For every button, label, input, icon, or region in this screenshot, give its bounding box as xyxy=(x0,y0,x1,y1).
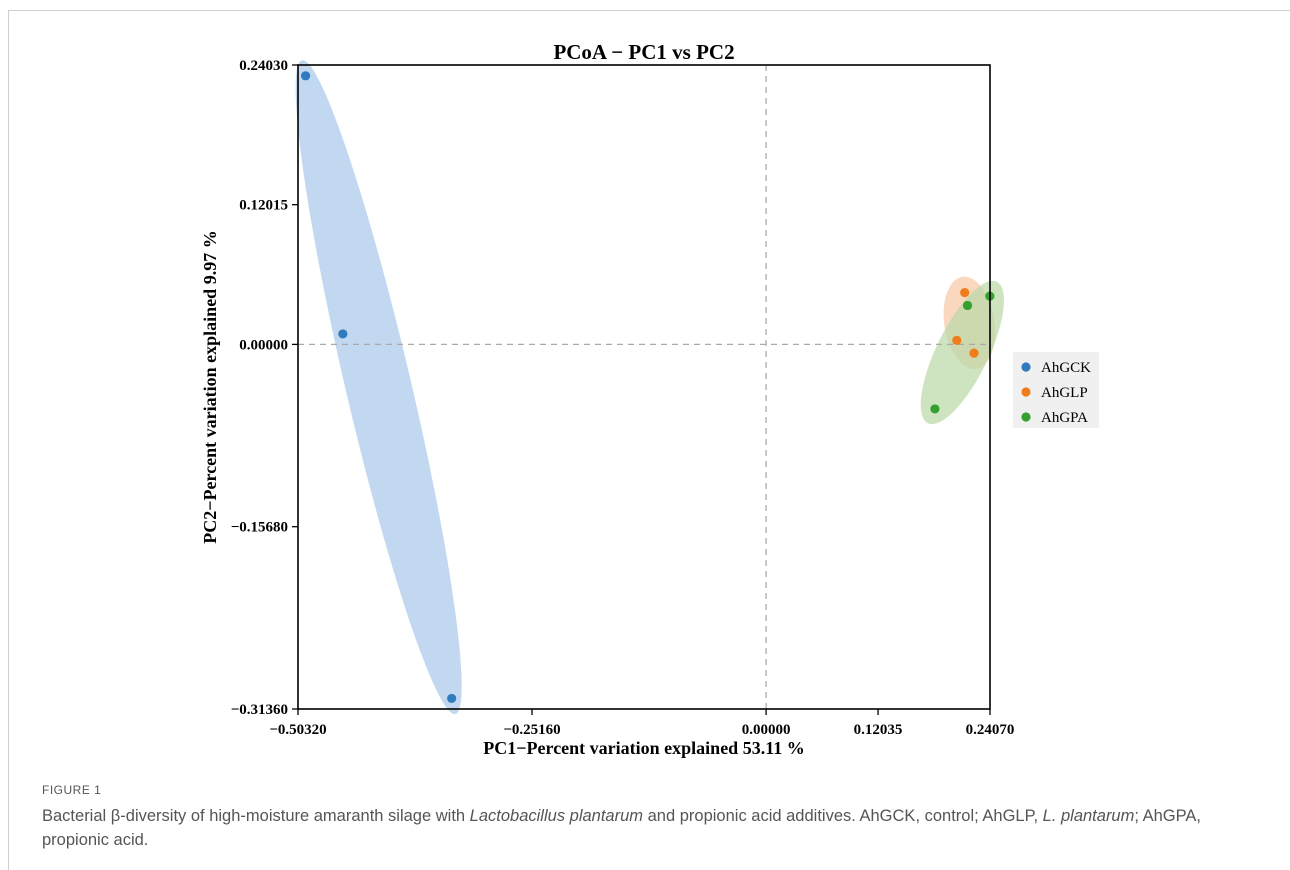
plot-area xyxy=(295,60,1005,715)
figure-caption: Bacterial β-diversity of high-moisture a… xyxy=(42,804,1242,852)
legend-label-ahglp: AhGLP xyxy=(1041,385,1088,401)
ellipse-ahgck xyxy=(295,60,462,715)
legend-marker-ahgpa xyxy=(1021,412,1031,422)
data-point-ahgpa xyxy=(930,404,940,414)
y-tick-label: 0.12015 xyxy=(239,198,288,214)
figure-frame-top xyxy=(8,10,1290,11)
caption-species-abbrev: L. plantarum xyxy=(1042,807,1135,825)
x-axis-label: PC1−Percent variation explained 53.11 % xyxy=(483,738,804,758)
data-point-ahgpa xyxy=(962,300,973,311)
caption-text-2: and propionic acid additives. AhGCK, con… xyxy=(643,807,1043,825)
data-point-ahglp xyxy=(952,335,962,345)
y-axis: 0.24030 0.12015 0.00000 −0.15680 −0.31360 xyxy=(231,58,298,718)
figure-frame-left xyxy=(8,10,9,870)
caption-text-1: Bacterial β-diversity of high-moisture a… xyxy=(42,807,470,825)
legend: AhGCK AhGLP AhGPA xyxy=(1013,352,1099,428)
data-point-ahgck xyxy=(338,329,348,339)
x-tick-label: 0.12035 xyxy=(854,722,903,738)
x-tick-label: −0.50320 xyxy=(269,722,326,738)
plot-frame xyxy=(297,64,991,710)
pcoa-chart: PCoA − PC1 vs PC2 −0.50320 −0.25160 0.0000… xyxy=(200,40,1099,758)
data-point-ahgck xyxy=(447,693,457,704)
data-point-ahglp xyxy=(960,288,970,298)
x-tick-label: −0.25160 xyxy=(503,722,560,738)
data-point-ahglp xyxy=(969,348,979,358)
x-tick-label: 0.00000 xyxy=(742,722,791,738)
y-tick-label: −0.15680 xyxy=(231,520,288,536)
legend-marker-ahgck xyxy=(1021,362,1031,372)
ellipse-ahgpa xyxy=(920,280,1005,425)
legend-marker-ahglp xyxy=(1021,387,1031,397)
y-tick-label: −0.31360 xyxy=(231,702,288,718)
y-axis-label: PC2−Percent variation explained 9.97 % xyxy=(200,230,220,543)
data-point-ahgck xyxy=(301,71,311,81)
chart-title: PCoA − PC1 vs PC2 xyxy=(553,40,734,64)
y-tick-label: 0.00000 xyxy=(239,337,288,353)
legend-label-ahgck: AhGCK xyxy=(1041,360,1091,376)
figure-label: FIGURE 1 xyxy=(42,783,102,797)
legend-label-ahgpa: AhGPA xyxy=(1041,410,1088,426)
legend-background xyxy=(1013,352,1099,428)
x-tick-label: 0.24070 xyxy=(966,722,1015,738)
y-tick-label: 0.24030 xyxy=(239,58,288,74)
caption-text-3: ; AhGPA, propionic acid. xyxy=(42,807,1202,849)
x-axis: −0.50320 −0.25160 0.00000 0.12035 0.24070 xyxy=(269,709,1014,738)
caption-species-name: Lactobacillus plantarum xyxy=(469,807,644,825)
